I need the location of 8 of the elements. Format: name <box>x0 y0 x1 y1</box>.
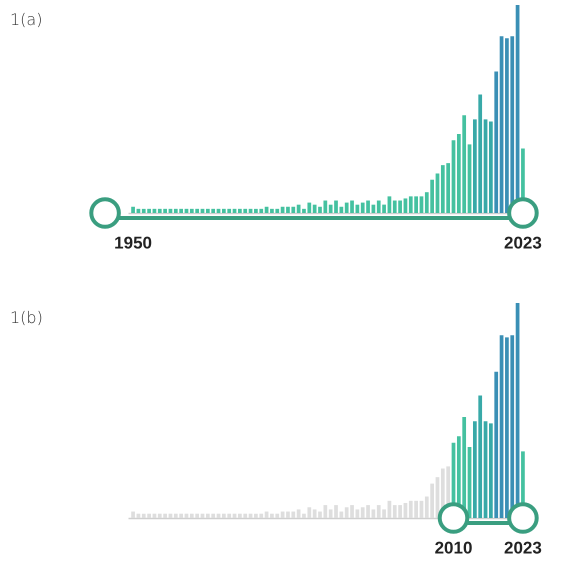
bar <box>472 119 477 213</box>
x-tick-label: 1950 <box>114 234 152 252</box>
chart-title: 1(a) <box>10 10 42 29</box>
x-tick-label: 2023 <box>504 538 542 558</box>
chart-title: 1(b) <box>10 308 43 327</box>
x-tick-label: 2023 <box>504 234 542 252</box>
bar <box>472 421 477 518</box>
x-tick-label: 2010 <box>434 538 472 558</box>
